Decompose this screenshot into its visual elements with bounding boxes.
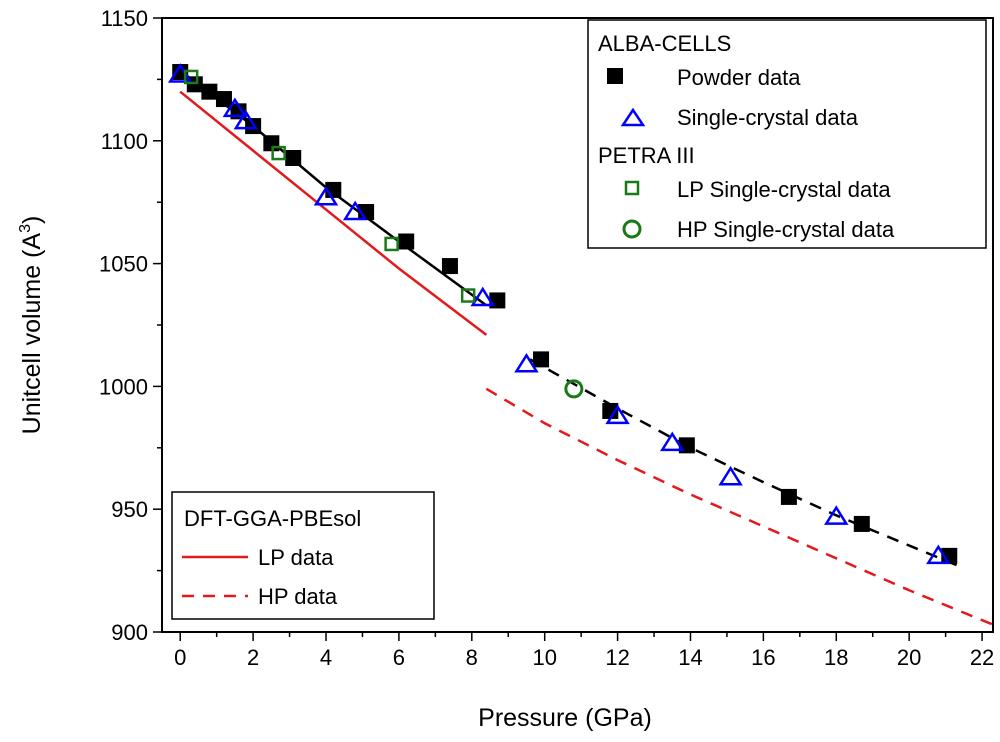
single-crystal-point bbox=[824, 505, 849, 525]
dft-lp-line bbox=[179, 90, 488, 336]
single-crystal-point bbox=[313, 185, 339, 206]
legend-label-dft-lp: LP data bbox=[258, 545, 334, 570]
fit-hp-line bbox=[529, 358, 965, 570]
legend-top-frame bbox=[587, 19, 987, 249]
single-crystal-point bbox=[605, 404, 630, 425]
powder-point bbox=[441, 258, 458, 275]
legend-label-dft-hp: HP data bbox=[258, 584, 338, 609]
x-tick-label: 10 bbox=[532, 645, 556, 670]
legend-label-lp-single: LP Single-crystal data bbox=[677, 177, 891, 202]
powder-point bbox=[201, 83, 218, 100]
lp-single-crystal-point bbox=[460, 288, 476, 303]
legend-top: ALBA-CELLS Powder data Single-crystal da… bbox=[587, 19, 987, 249]
powder-point bbox=[853, 515, 870, 532]
legend-label-hp-single: HP Single-crystal data bbox=[677, 217, 895, 242]
legend-marker-single bbox=[620, 107, 646, 127]
x-tick-label: 12 bbox=[605, 645, 629, 670]
legend-marker-hp-single bbox=[622, 219, 642, 239]
single-crystal-point bbox=[514, 352, 539, 373]
legend-label-powder: Powder data bbox=[677, 65, 801, 90]
legend-group-alba: ALBA-CELLS bbox=[598, 31, 731, 56]
x-tick-label: 0 bbox=[174, 645, 186, 670]
powder-point bbox=[780, 488, 797, 505]
x-tick-label: 22 bbox=[970, 645, 994, 670]
dft-hp-line bbox=[485, 387, 994, 626]
x-tick-label: 14 bbox=[678, 645, 702, 670]
lp-single-crystal-point bbox=[183, 69, 199, 85]
y-tick-label: 900 bbox=[111, 620, 148, 645]
x-axis-label: Pressure (GPa) bbox=[478, 704, 652, 732]
powder-point bbox=[533, 351, 550, 368]
single-crystal-point bbox=[342, 200, 368, 221]
legend-marker-lp-single bbox=[624, 180, 640, 196]
legend-title-dft: DFT-GGA-PBEsol bbox=[184, 506, 361, 531]
legend-bottom: DFT-GGA-PBEsol LP data HP data bbox=[171, 491, 435, 620]
powder-point bbox=[602, 402, 619, 419]
single-crystal-point bbox=[926, 544, 951, 565]
lp-single-crystal-point bbox=[384, 236, 399, 252]
powder-point bbox=[285, 149, 302, 166]
single-crystal-point bbox=[233, 109, 259, 130]
x-tick-label: 18 bbox=[824, 645, 848, 670]
x-tick-label: 8 bbox=[466, 645, 478, 670]
lp-single-crystal-point bbox=[271, 145, 286, 161]
single-crystal-point bbox=[660, 431, 685, 452]
hp-single-crystal-point bbox=[564, 379, 584, 399]
y-tick-label: 1000 bbox=[99, 374, 148, 399]
x-tick-label: 16 bbox=[751, 645, 775, 670]
y-axis-label: Unitcell volume (A3) bbox=[17, 216, 46, 435]
powder-point bbox=[398, 233, 415, 250]
y-tick-label: 950 bbox=[111, 497, 148, 522]
y-tick-label: 1150 bbox=[101, 6, 148, 31]
x-tick-label: 6 bbox=[393, 645, 405, 670]
legend-marker-powder bbox=[607, 68, 623, 84]
x-tick-label: 2 bbox=[247, 645, 259, 670]
powder-point bbox=[263, 135, 280, 152]
x-tick-label: 20 bbox=[897, 645, 921, 670]
single-crystal-point bbox=[470, 286, 495, 307]
legend-label-single: Single-crystal data bbox=[677, 105, 859, 130]
y-tick-label: 1050 bbox=[99, 252, 148, 277]
y-tick-label: 1100 bbox=[101, 129, 148, 154]
legend-group-petra: PETRA III bbox=[598, 143, 695, 168]
single-crystal-point bbox=[222, 97, 248, 118]
legend-bottom-frame bbox=[171, 491, 435, 620]
powder-point bbox=[215, 91, 232, 108]
single-crystal-point bbox=[718, 465, 743, 486]
x-tick-label: 4 bbox=[320, 645, 332, 670]
